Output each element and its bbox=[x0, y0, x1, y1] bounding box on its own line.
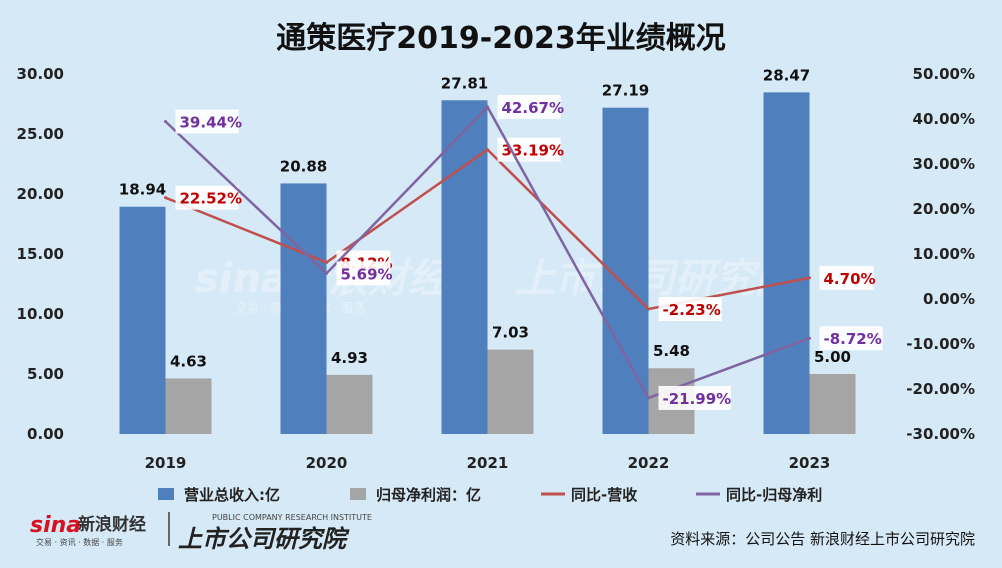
x-axis-tick-label: 2021 bbox=[467, 454, 509, 472]
right-axis-tick-label: 20.00% bbox=[913, 200, 975, 218]
x-axis: 2019 2020 2021 2022 2023 bbox=[145, 454, 831, 472]
legend-label: 同比-归母净利 bbox=[726, 486, 822, 504]
right-axis: -30.00% -20.00% -10.00% 0.00% 10.00% 20.00% 30… bbox=[906, 65, 975, 443]
line-data-label: 22.52% bbox=[180, 190, 242, 208]
footer-divider bbox=[168, 512, 170, 546]
legend-swatch bbox=[158, 488, 174, 500]
sina-logo-text: sina bbox=[30, 513, 81, 538]
bar-data-label: 5.48 bbox=[653, 342, 690, 360]
right-axis-tick-label: 0.00% bbox=[923, 290, 975, 308]
watermark-institute: 上市公司研究院 bbox=[515, 256, 801, 302]
bar bbox=[280, 183, 327, 434]
line-data-label: -21.99% bbox=[663, 390, 732, 408]
line-label-box bbox=[497, 94, 561, 119]
left-axis-tick-label: 25.00 bbox=[17, 125, 64, 143]
line-label-box bbox=[175, 185, 239, 210]
line-point bbox=[486, 148, 489, 152]
legend-label: 同比-营收 bbox=[571, 486, 637, 504]
x-axis-tick-label: 2019 bbox=[145, 454, 187, 472]
line-point bbox=[808, 336, 811, 340]
line-point bbox=[647, 307, 650, 311]
line-data-label: 42.67% bbox=[502, 99, 564, 117]
right-axis-tick-label: 40.00% bbox=[913, 110, 975, 128]
left-axis-tick-label: 5.00 bbox=[27, 365, 64, 383]
bar-data-label: 5.00 bbox=[814, 348, 851, 366]
legend-label: 营业总收入:亿 bbox=[184, 486, 280, 504]
line-series: 22.52%8.12%33.19%-2.23%4.70%39.44%5.69%4… bbox=[164, 94, 883, 410]
footer-brand-cn: 新浪财经 bbox=[78, 514, 146, 535]
line-point bbox=[164, 120, 167, 124]
bar bbox=[441, 100, 488, 434]
x-axis-tick-label: 2022 bbox=[628, 454, 670, 472]
legend: 营业总收入:亿 归母净利润：亿 同比-营收 同比-归母净利 bbox=[158, 486, 822, 504]
footer-logo: sina 新浪财经 交易 · 资讯 · 数据 · 服务 PUBLIC COMPA… bbox=[30, 512, 372, 553]
bar bbox=[809, 374, 856, 434]
bar-data-label: 18.94 bbox=[119, 181, 166, 199]
left-axis-tick-label: 10.00 bbox=[17, 305, 64, 323]
line-data-label: 33.19% bbox=[502, 142, 564, 160]
right-axis-tick-label: -30.00% bbox=[906, 425, 975, 443]
bar bbox=[119, 206, 166, 434]
line-label-box bbox=[819, 326, 883, 351]
bar bbox=[326, 374, 373, 434]
line-label-box bbox=[658, 297, 722, 322]
x-axis-tick-label: 2020 bbox=[306, 454, 348, 472]
line-label-box bbox=[819, 265, 874, 290]
bar-data-label: 28.47 bbox=[763, 66, 810, 84]
line-point bbox=[164, 196, 167, 200]
line-data-label: -8.72% bbox=[824, 330, 882, 348]
line-data-label: 5.69% bbox=[341, 265, 393, 283]
source-note: 资料来源：公司公告 新浪财经上市公司研究院 bbox=[670, 530, 975, 548]
bar-data-label: 27.19 bbox=[602, 82, 649, 100]
right-axis-tick-label: 10.00% bbox=[913, 245, 975, 263]
line-label-box bbox=[175, 109, 239, 134]
right-axis-tick-label: -20.00% bbox=[906, 380, 975, 398]
bar-data-label: 4.63 bbox=[170, 352, 207, 370]
bar bbox=[165, 378, 212, 434]
line-label-box bbox=[336, 261, 391, 286]
left-axis-tick-label: 0.00 bbox=[27, 425, 64, 443]
chart-title: 通策医疗2019-2023年业绩概况 bbox=[276, 21, 725, 56]
line-data-label: 4.70% bbox=[824, 270, 876, 288]
line-label-box bbox=[658, 385, 731, 410]
bar-data-label: 20.88 bbox=[280, 157, 327, 175]
line-point bbox=[486, 105, 489, 109]
left-axis-tick-label: 30.00 bbox=[17, 65, 64, 83]
right-axis-tick-label: -10.00% bbox=[906, 335, 975, 353]
footer-brand-sub: 交易 · 资讯 · 数据 · 服务 bbox=[36, 537, 123, 547]
legend-swatch bbox=[350, 488, 366, 500]
bar bbox=[487, 349, 534, 434]
legend-label: 归母净利润：亿 bbox=[376, 486, 481, 504]
left-axis: 0.00 5.00 10.00 15.00 20.00 25.00 30.00 bbox=[17, 65, 64, 443]
right-axis-tick-label: 30.00% bbox=[913, 155, 975, 173]
bar-data-label: 7.03 bbox=[492, 324, 529, 342]
bar-data-label: 27.81 bbox=[441, 74, 488, 92]
bar-series: 18.94 20.88 27.81 27.19 28.47 4.63 4.93 7.03 5.4… bbox=[119, 66, 856, 435]
line-point bbox=[647, 396, 650, 400]
line-data-label: -2.23% bbox=[663, 301, 721, 319]
line-data-label: 39.44% bbox=[180, 114, 242, 132]
line-point bbox=[325, 271, 328, 275]
x-axis-tick-label: 2023 bbox=[789, 454, 831, 472]
left-axis-tick-label: 15.00 bbox=[17, 245, 64, 263]
right-axis-tick-label: 50.00% bbox=[913, 65, 975, 83]
line-point bbox=[808, 276, 811, 280]
footer-institute: 上市公司研究院 bbox=[178, 525, 350, 553]
footer-institute-en: PUBLIC COMPANY RESEARCH INSTITUTE bbox=[212, 513, 372, 522]
left-axis-tick-label: 20.00 bbox=[17, 185, 64, 203]
line-point bbox=[325, 260, 328, 264]
bar-data-label: 4.93 bbox=[331, 349, 368, 367]
bar bbox=[763, 92, 810, 435]
